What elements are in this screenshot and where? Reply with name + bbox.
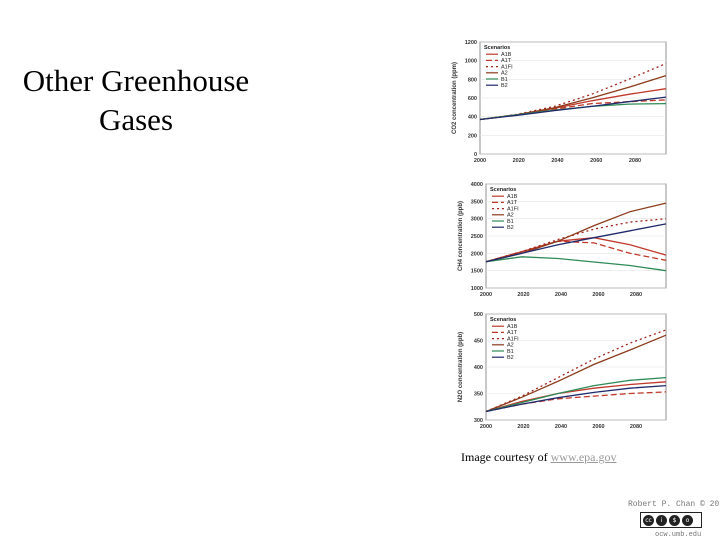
legend-entry-b1: B1 (507, 219, 514, 225)
y-tick-label: 450 (474, 339, 483, 345)
x-tick-label: 2080 (629, 158, 641, 164)
y-tick-label: 800 (468, 77, 477, 83)
y-tick-label: 2500 (471, 234, 483, 240)
legend-entry-a2: A2 (507, 343, 514, 349)
y-tick-label: 3000 (471, 217, 483, 223)
cc-icon: cc (643, 514, 654, 526)
legend-entry-a2: A2 (501, 71, 508, 77)
legend-entry-a1fi: A1FI (507, 206, 519, 212)
share-alike-icon: o (682, 514, 693, 526)
series-line-b2 (485, 384, 667, 413)
slide-title-line-1: Other Greenhouse (22, 63, 250, 98)
x-tick-label: 2060 (590, 158, 602, 164)
x-tick-label: 2000 (480, 292, 492, 298)
legend-entry-a1b: A1B (501, 52, 512, 58)
emissions-scenario-charts: 0 200 400 600 800 1000 1200 2000 2020 2040 2060 208… (452, 40, 667, 430)
x-tick-label: 2040 (555, 424, 567, 430)
y-tick-label: 400 (468, 115, 477, 121)
series-line-b2 (479, 96, 667, 121)
slide-title-line-2: Gases (98, 101, 174, 137)
creative-commons-badge: cc i $ o (640, 512, 702, 528)
legend-entry-a1b: A1B (507, 194, 518, 200)
legend-entry-b2: B2 (507, 225, 514, 231)
legend-entry-b1: B1 (501, 77, 508, 83)
y-tick-label: 1500 (471, 269, 483, 275)
series-line-a2 (485, 334, 667, 413)
series-line-a1fi (485, 218, 667, 263)
series-line-b1 (485, 256, 667, 272)
series-line-a1fi (485, 329, 667, 413)
x-tick-label: 2040 (551, 158, 563, 164)
legend-entry-a1fi: A1FI (507, 336, 519, 342)
y-tick-label: 1200 (465, 40, 477, 46)
x-tick-label: 2080 (630, 292, 642, 298)
series-line-a1b (485, 381, 667, 413)
y-tick-label: 4000 (471, 182, 483, 188)
legend-title: Scenarios (490, 317, 516, 323)
legend-entry-a1fi: A1FI (501, 64, 513, 70)
y-tick-label: 200 (468, 133, 477, 139)
epa-link[interactable]: www.epa.gov (550, 450, 617, 464)
site-url: ocw.umb.edu (655, 531, 702, 539)
y-axis-label: CO2 concentration (ppm) (452, 62, 458, 134)
legend-entry-b2: B2 (501, 83, 508, 89)
chart-panel-1: 0 200 400 600 800 1000 1200 2000 2020 2040 2060 208… (452, 40, 667, 164)
series-line-b1 (485, 376, 667, 413)
y-axis-label: N2O concentration (ppb) (458, 332, 464, 402)
legend-title: Scenarios (484, 45, 510, 51)
legend-entry-a1t: A1T (501, 58, 512, 64)
legend-entry-a1t: A1T (507, 200, 518, 206)
caption-prefix: Image courtesy of (461, 450, 551, 464)
legend-entry-a1t: A1T (507, 330, 518, 336)
legend-entry-b2: B2 (507, 355, 514, 361)
y-tick-label: 600 (468, 96, 477, 102)
y-tick-label: 1000 (471, 286, 483, 292)
y-tick-label: 400 (474, 365, 483, 371)
y-tick-label: 0 (474, 152, 477, 158)
y-tick-label: 3500 (471, 199, 483, 205)
legend-entry-b1: B1 (507, 349, 514, 355)
y-tick-label: 2000 (471, 251, 483, 257)
legend-entry-a1b: A1B (507, 324, 518, 330)
y-tick-label: 1000 (465, 59, 477, 65)
chart-panel-2: 1000 1500 2000 2500 3000 3500 4000 2000 2020 2040… (458, 182, 667, 298)
x-tick-label: 2060 (592, 292, 604, 298)
x-tick-label: 2080 (630, 424, 642, 430)
y-axis-label: CH4 concentration (ppb) (458, 201, 464, 271)
x-tick-label: 2000 (480, 424, 492, 430)
x-tick-label: 2020 (517, 292, 529, 298)
legend-title: Scenarios (490, 187, 516, 193)
slide-title: Other Greenhouse Gases (0, 62, 272, 140)
chart-panel-3: 300 350 400 450 500 2000 2020 2040 2060 2080 N2O c… (458, 312, 667, 430)
y-tick-label: 500 (474, 312, 483, 318)
legend-entry-a2: A2 (507, 213, 514, 219)
y-tick-label: 300 (474, 418, 483, 424)
attribution-icon: i (656, 514, 667, 526)
x-tick-label: 2060 (592, 424, 604, 430)
x-tick-label: 2000 (474, 158, 486, 164)
y-tick-label: 350 (474, 392, 483, 398)
author-credit: Robert P. Chan © 2010 (628, 500, 720, 509)
image-caption: Image courtesy of www.epa.gov (461, 450, 617, 465)
x-tick-label: 2020 (513, 158, 525, 164)
x-tick-label: 2020 (517, 424, 529, 430)
x-tick-label: 2040 (555, 292, 567, 298)
series-line-b2 (485, 223, 667, 263)
noncommercial-icon: $ (669, 514, 680, 526)
